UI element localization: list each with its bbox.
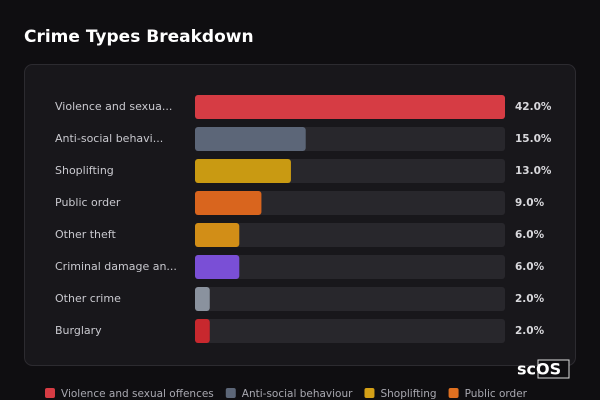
value-label: 42.0% [515,101,552,113]
value-label: 6.0% [515,261,545,273]
legend-swatch [45,388,55,398]
category-label: Other theft [55,228,116,241]
value-label: 2.0% [515,325,545,337]
category-label: Burglary [55,324,102,337]
bar [195,191,262,215]
value-label: 2.0% [515,293,545,305]
category-label: Public order [55,196,121,209]
bar [195,287,210,311]
value-label: 6.0% [515,229,545,241]
bar-track [195,287,505,311]
legend-label: Anti-social behaviour [242,388,353,400]
legend-swatch [225,388,236,398]
watermark: scOS [517,360,561,379]
bar [195,223,240,247]
category-label: Anti-social behavi... [55,132,163,145]
legend-swatch [364,388,375,398]
bar [195,95,505,119]
bar-track [195,255,505,279]
category-label: Shoplifting [55,164,114,177]
bar-track [195,191,505,215]
legend-label: Violence and sexual offences [61,388,214,400]
bar [195,127,306,151]
watermark-box [537,359,570,379]
chart-title: Crime Types Breakdown [24,27,254,47]
bar [195,255,240,279]
bar-track [195,223,505,247]
bar-track [195,319,505,343]
bar [195,159,291,183]
bar [195,319,210,343]
value-label: 13.0% [515,165,552,177]
legend-label: Shoplifting [380,388,436,400]
category-label: Violence and sexua... [55,100,172,113]
legend-swatch [448,388,459,398]
category-label: Criminal damage an... [55,260,177,273]
value-label: 15.0% [515,133,552,145]
category-label: Other crime [55,292,121,305]
value-label: 9.0% [515,197,545,209]
legend-label: Public order [465,388,528,400]
